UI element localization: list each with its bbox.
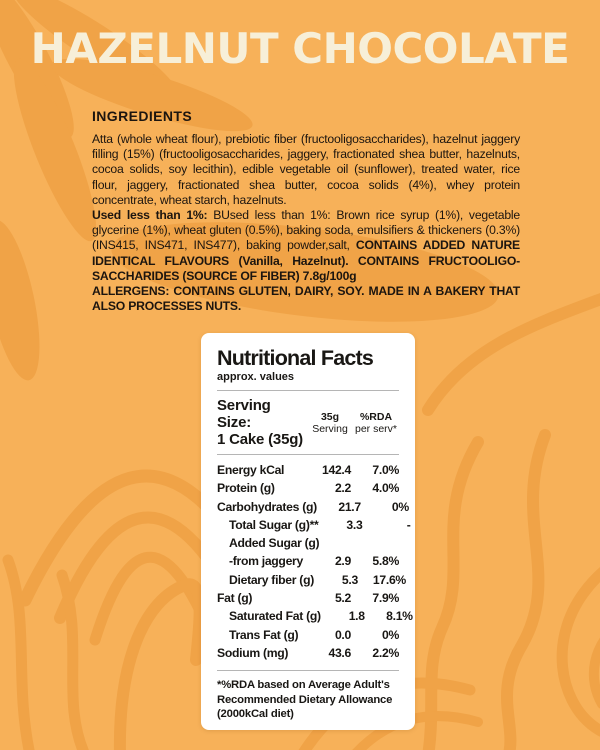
used-less-than-text: BUsed less than 1%: Brown rice syrup (1%…	[92, 208, 520, 253]
nutrition-facts-title: Nutritional Facts	[217, 346, 374, 370]
column-header-serving-amount: 35g	[320, 410, 340, 423]
used-less-than-paragraph: Used less than 1%: BUsed less than 1%: B…	[92, 208, 520, 284]
row-label: Energy kCal	[217, 463, 285, 477]
row-value: 142.4	[322, 463, 351, 477]
ingredients-section: INGREDIENTS Atta (whole wheat flour), pr…	[92, 108, 520, 314]
row-label: Saturated Fat (g)	[229, 609, 321, 624]
row-rda: 4.0%	[372, 481, 399, 496]
product-title: HAZELNUT CHOCOLATE	[30, 24, 570, 73]
table-row-protein: Protein (g) 2.2 4.0%	[217, 481, 399, 499]
row-value: 43.6	[328, 645, 351, 660]
serving-size-line2: 1 Cake (35g)	[217, 431, 303, 448]
row-rda: 7.0%	[372, 463, 399, 477]
nutrition-facts-panel: Nutritional Facts approx. values Serving…	[201, 333, 415, 730]
row-label: Dietary fiber (g)	[229, 572, 314, 587]
row-label: Protein (g)	[217, 481, 275, 496]
table-row-carbohydrates: Carbohydrates (g) 21.7 0%	[217, 499, 409, 518]
table-row-added-sugar: Added Sugar (g)	[217, 536, 399, 554]
table-row-sodium: Sodium (mg) 43.6 2.2%	[217, 646, 399, 664]
row-label: Sodium (mg)	[217, 645, 289, 660]
row-value: 21.7	[338, 499, 361, 514]
table-row-total-sugar: Total Sugar (g)** 3.3 -	[217, 517, 411, 536]
table-row-trans-fat: Trans Fat (g) 0.0 0%	[217, 628, 399, 646]
row-value: 1.8	[348, 609, 365, 624]
row-rda: 17.6%	[372, 572, 406, 587]
row-value: 5.3	[341, 572, 358, 587]
table-row-fat: Fat (g) 5.2 7.9%	[217, 591, 399, 609]
row-rda: 0%	[381, 627, 399, 642]
row-label: Trans Fat (g)	[229, 627, 299, 642]
ingredients-heading: INGREDIENTS	[92, 108, 193, 124]
ingredients-text: Atta (whole wheat flour), prebiotic fibe…	[92, 132, 520, 207]
table-row-energy: Energy kCal 142.4 7.0%	[217, 463, 399, 481]
ingredients-list: Atta (whole wheat flour), prebiotic fibe…	[92, 132, 520, 208]
divider	[217, 454, 399, 455]
row-label: Added Sugar (g)	[229, 536, 320, 551]
row-rda: 7.9%	[372, 591, 399, 606]
row-value: 0.0	[334, 627, 351, 642]
table-row-dietary-fiber: Dietary fiber (g) 5.3 17.6%	[217, 572, 406, 591]
row-rda: 8.1%	[386, 609, 413, 624]
table-row-saturated-fat: Saturated Fat (g) 1.8 8.1%	[217, 609, 413, 627]
row-rda: -	[406, 517, 411, 532]
divider	[217, 390, 399, 391]
row-value: 5.2	[334, 591, 351, 606]
row-label: Carbohydrates (g)	[217, 499, 317, 514]
allergens-statement: ALLERGENS: CONTAINS GLUTEN, DAIRY, SOY. …	[92, 284, 520, 314]
row-value: 2.9	[334, 554, 351, 569]
serving-size-line1: Serving Size:	[217, 397, 271, 431]
row-rda: 2.2%	[372, 645, 399, 660]
nutrition-table: Energy kCal 142.4 7.0% Protein (g) 2.2 4…	[217, 463, 413, 664]
contains-statement: CONTAINS ADDED NATURE IDENTICAL FLAVOURS…	[92, 238, 520, 283]
column-header-serving-word: Serving	[312, 422, 348, 435]
used-less-than-label: Used less than 1%:	[92, 208, 208, 223]
row-value: 2.2	[334, 481, 351, 496]
serving-size-row: Serving Size: 1 Cake (35g) 35g Serving %…	[217, 397, 399, 448]
column-header-serving: 35g Serving	[309, 411, 351, 435]
row-value: 3.3	[346, 517, 363, 532]
column-header-rda-per-serv: per serv*	[354, 422, 397, 435]
row-label: Fat (g)	[217, 591, 253, 606]
serving-size-label: Serving Size: 1 Cake (35g)	[217, 397, 307, 448]
divider	[217, 670, 399, 672]
rda-footnote: *%RDA based on Average Adult's Recommend…	[217, 679, 393, 720]
row-label: -from jaggery	[229, 554, 303, 569]
column-header-rda: %RDA per serv*	[353, 411, 399, 435]
row-rda: 5.8%	[372, 554, 399, 569]
nutrition-facts-subtitle: approx. values	[217, 371, 295, 383]
row-rda: 0%	[391, 499, 409, 514]
table-row-from-jaggery: -from jaggery 2.9 5.8%	[217, 554, 399, 572]
column-header-rda-label: %RDA	[359, 410, 393, 423]
row-label: Total Sugar (g)**	[229, 517, 319, 532]
